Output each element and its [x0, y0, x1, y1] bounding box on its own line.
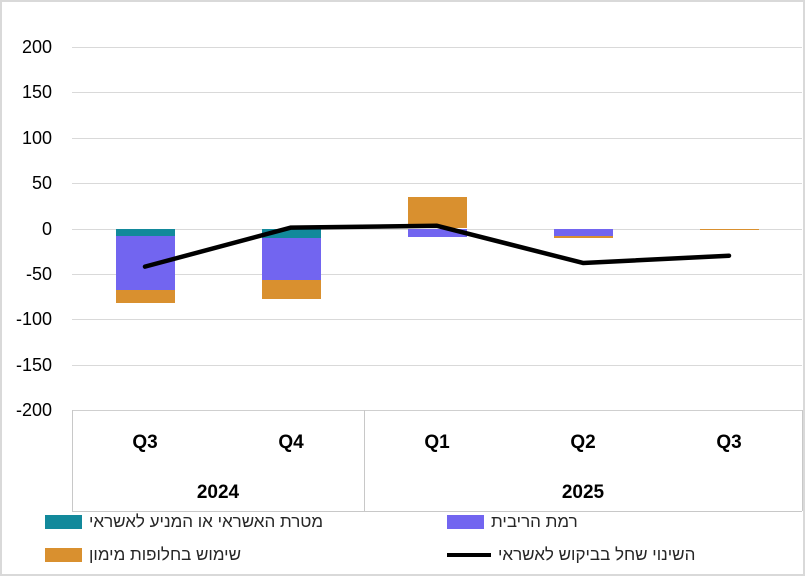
bar-segment-financing-alternatives [115, 290, 175, 303]
bar-segment-financing-alternatives [407, 196, 467, 229]
bar-segment-financing-alternatives [699, 228, 759, 231]
grid-line [72, 364, 802, 366]
y-axis-tick-label: -100 [15, 309, 52, 330]
axis-box-border [364, 410, 365, 511]
axis-box-border [72, 511, 802, 512]
y-axis-tick-label: 50 [31, 173, 52, 194]
bar-segment-credit-purpose [261, 228, 321, 238]
y-axis-tick-label: 100 [21, 127, 52, 148]
quarter-label: Q2 [570, 432, 596, 453]
grid-line [72, 273, 802, 275]
year-label: 2025 [561, 482, 605, 503]
bar-segment-interest-rate-level [553, 228, 613, 236]
legend-item-financing-alternatives: שימוש בחלופות מימון [45, 546, 241, 564]
bar-segment-credit-purpose [115, 228, 175, 236]
axis-box-border [72, 410, 73, 511]
y-axis-tick-label: 0 [41, 218, 52, 239]
legend-swatch-financing-alternatives [45, 548, 82, 562]
grid-line [72, 410, 802, 411]
bar-segment-financing-alternatives [261, 280, 321, 300]
legend-line-credit-demand-change [447, 553, 491, 557]
quarter-label: Q4 [278, 432, 304, 453]
bar-segment-interest-rate-level [261, 237, 321, 281]
bar-segment-interest-rate-level [115, 235, 175, 291]
y-axis-tick-label: 200 [21, 37, 52, 57]
legend-label-financing-alternatives: שימוש בחלופות מימון [89, 545, 242, 564]
legend-label-credit-demand-change: השינוי שחל בביקוש לאשראי [498, 545, 696, 564]
legend-swatch-credit-purpose [45, 515, 82, 529]
grid-line [72, 47, 802, 48]
grid-line [72, 319, 802, 321]
legend-label-credit-purpose: מטרת האשראי או המניע לאשראי [89, 512, 324, 531]
y-axis-tick-label: 150 [21, 82, 52, 103]
grid-line [72, 137, 802, 139]
quarter-label: Q3 [132, 432, 158, 453]
axis-box-border [802, 410, 803, 511]
legend-swatch-interest-rate-level [447, 515, 484, 529]
y-axis-tick-label: -150 [15, 354, 52, 375]
quarter-label: Q3 [716, 432, 742, 453]
grid-line [72, 183, 802, 185]
year-label: 2024 [196, 482, 240, 503]
legend-label-interest-rate-level: רמת הריבית [491, 512, 578, 531]
y-axis-tick-label: -50 [25, 263, 52, 284]
grid-line [72, 92, 802, 94]
legend-item-interest-rate-level: רמת הריבית [447, 513, 578, 531]
y-axis-tick-label: -200 [15, 400, 52, 420]
bar-segment-financing-alternatives [553, 235, 613, 238]
bar-segment-interest-rate-level [407, 228, 467, 237]
quarter-label: Q1 [424, 432, 450, 453]
legend-item-credit-purpose: מטרת האשראי או המניע לאשראי [45, 513, 323, 531]
legend-item-credit-demand-change: השינוי שחל בביקוש לאשראי [447, 546, 695, 564]
